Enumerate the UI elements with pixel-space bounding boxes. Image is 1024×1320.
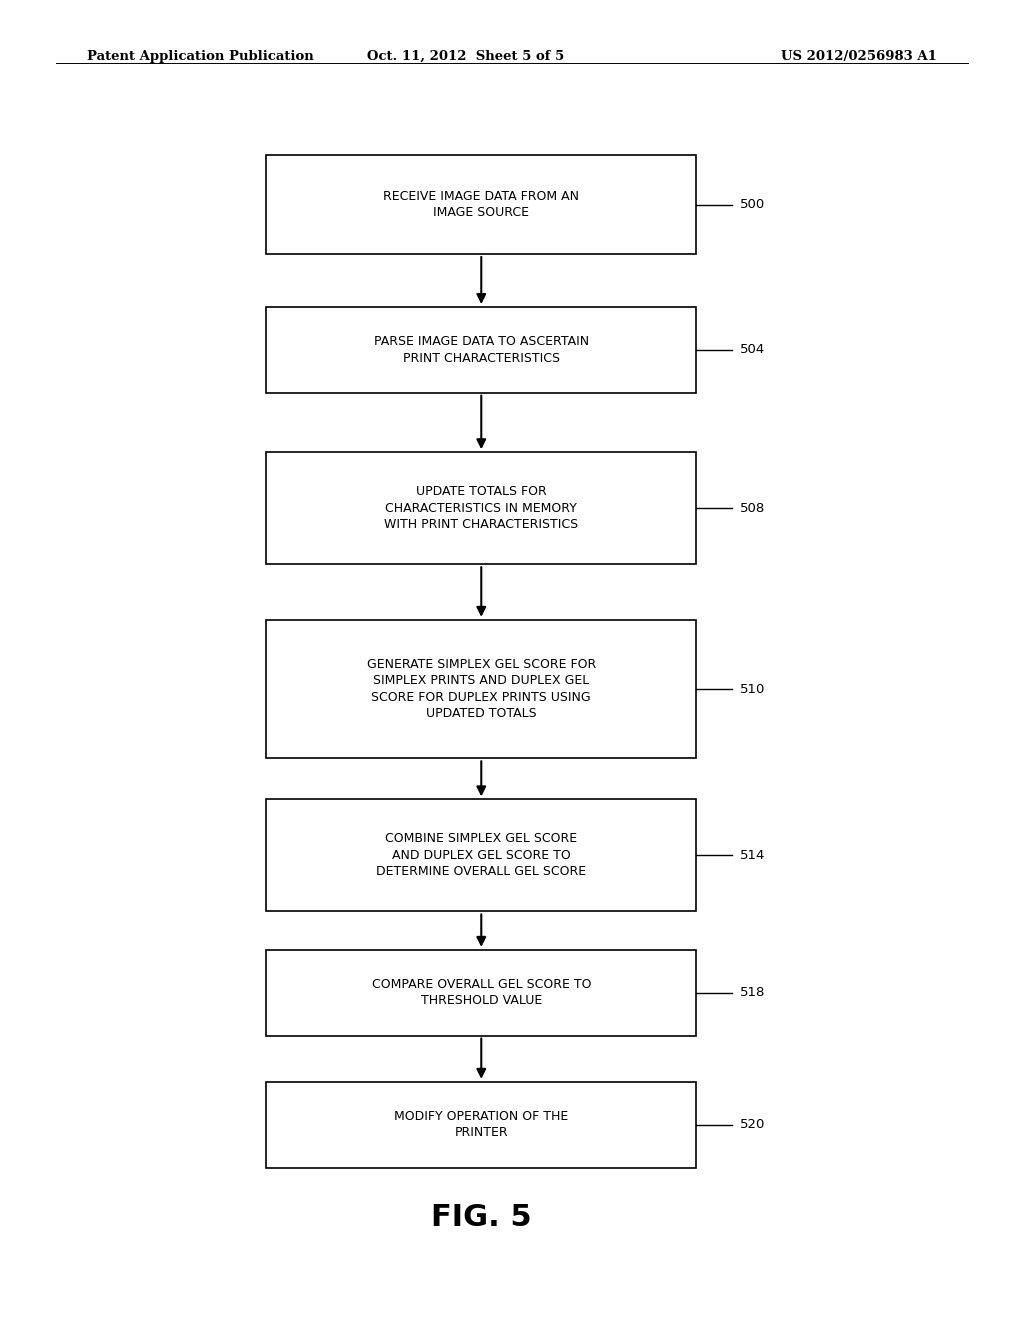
Text: COMPARE OVERALL GEL SCORE TO
THRESHOLD VALUE: COMPARE OVERALL GEL SCORE TO THRESHOLD V… — [372, 978, 591, 1007]
Text: Patent Application Publication: Patent Application Publication — [87, 50, 313, 63]
Text: 508: 508 — [740, 502, 766, 515]
Text: UPDATE TOTALS FOR
CHARACTERISTICS IN MEMORY
WITH PRINT CHARACTERISTICS: UPDATE TOTALS FOR CHARACTERISTICS IN MEM… — [384, 486, 579, 531]
Text: 514: 514 — [740, 849, 766, 862]
FancyBboxPatch shape — [266, 620, 696, 758]
FancyBboxPatch shape — [266, 950, 696, 1035]
Text: COMBINE SIMPLEX GEL SCORE
AND DUPLEX GEL SCORE TO
DETERMINE OVERALL GEL SCORE: COMBINE SIMPLEX GEL SCORE AND DUPLEX GEL… — [376, 833, 587, 878]
Text: 504: 504 — [740, 343, 766, 356]
FancyBboxPatch shape — [266, 156, 696, 253]
Text: RECEIVE IMAGE DATA FROM AN
IMAGE SOURCE: RECEIVE IMAGE DATA FROM AN IMAGE SOURCE — [383, 190, 580, 219]
Text: 518: 518 — [740, 986, 766, 999]
Text: GENERATE SIMPLEX GEL SCORE FOR
SIMPLEX PRINTS AND DUPLEX GEL
SCORE FOR DUPLEX PR: GENERATE SIMPLEX GEL SCORE FOR SIMPLEX P… — [367, 657, 596, 721]
Text: MODIFY OPERATION OF THE
PRINTER: MODIFY OPERATION OF THE PRINTER — [394, 1110, 568, 1139]
Text: Oct. 11, 2012  Sheet 5 of 5: Oct. 11, 2012 Sheet 5 of 5 — [368, 50, 564, 63]
Text: PARSE IMAGE DATA TO ASCERTAIN
PRINT CHARACTERISTICS: PARSE IMAGE DATA TO ASCERTAIN PRINT CHAR… — [374, 335, 589, 364]
Text: 500: 500 — [740, 198, 766, 211]
FancyBboxPatch shape — [266, 306, 696, 393]
FancyBboxPatch shape — [266, 451, 696, 565]
FancyBboxPatch shape — [266, 799, 696, 911]
Text: 520: 520 — [740, 1118, 766, 1131]
Text: FIG. 5: FIG. 5 — [431, 1203, 531, 1232]
Text: US 2012/0256983 A1: US 2012/0256983 A1 — [781, 50, 937, 63]
Text: 510: 510 — [740, 682, 766, 696]
FancyBboxPatch shape — [266, 1082, 696, 1168]
